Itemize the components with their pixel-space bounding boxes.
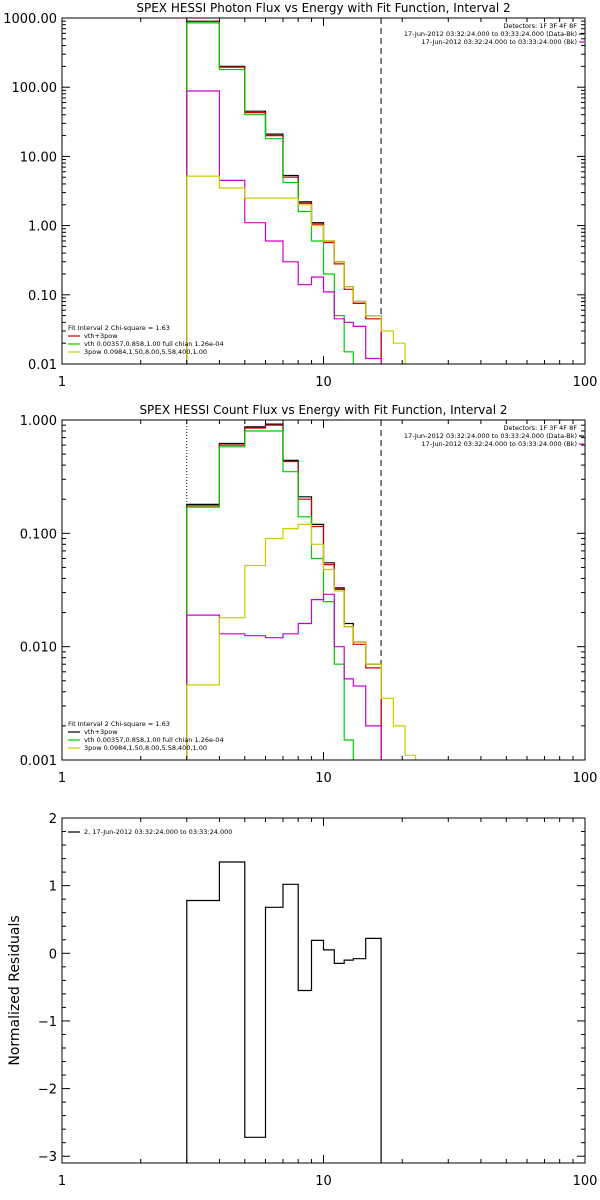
chart-0-series-0-line xyxy=(186,20,382,364)
chart-0-y-tick-label: 1000.00 xyxy=(3,12,57,27)
chart-0-legend-entry: vth+3pow xyxy=(84,332,118,340)
chart-1-y-tick-label: 0.100 xyxy=(20,527,57,542)
chart-0-title: SPEX HESSI Photon Flux vs Energy with Fi… xyxy=(136,1,510,15)
chart-1-y-tick-label: 0.001 xyxy=(20,754,57,769)
chart-2-x-tick-label: 1 xyxy=(58,1174,66,1189)
chart-1-legend-entry: vth+3pow xyxy=(84,728,118,736)
chart-2-y-tick-label: 1 xyxy=(49,880,57,895)
chart-0-y-tick-label: 100.00 xyxy=(12,81,58,96)
chart-0-series-4-line xyxy=(186,175,406,364)
chart-2-y-tick-label: 2 xyxy=(49,812,57,827)
chart-0-series-2-line xyxy=(186,22,354,364)
chart-0-legend-entry: 3pow 0.0984,1.50,8.00,5.58,400,1.00 xyxy=(84,348,207,356)
chart-1-legend-entry: vth 0.00357,0.858,1.00 full chian 1.26e-… xyxy=(84,736,224,744)
chart-0-series-1-line xyxy=(186,20,382,364)
chart-1-y-tick-label: 1.000 xyxy=(20,414,57,429)
chart-0-plot-frame xyxy=(61,17,586,365)
chart-1-legend-entry: Fit Interval 2 Chi-square = 1.63 xyxy=(68,720,170,728)
chart-0-y-tick-label: 0.01 xyxy=(28,358,57,373)
chart-2-y-axis-label: Normalized Residuals xyxy=(7,915,23,1065)
chart-0-y-tick-label: 10.00 xyxy=(20,150,57,165)
chart-1-x-tick-label: 100 xyxy=(573,771,598,786)
chart-1-series-2-line xyxy=(186,430,354,760)
chart-2-x-tick-label: 10 xyxy=(315,1174,332,1189)
chart-1-info-line: 17-Jun-2012 03:32:24.000 to 03:33:24.000… xyxy=(404,432,577,440)
chart-0-legend-entry: vth 0.00357,0.858,1.00 full chian 1.26e-… xyxy=(84,340,224,348)
chart-0-x-tick-label: 10 xyxy=(315,375,332,390)
chart-2-x-tick-label: 100 xyxy=(573,1174,598,1189)
chart-1-x-tick-label: 1 xyxy=(58,771,66,786)
chart-0-y-tick-label: 1.00 xyxy=(28,220,57,235)
chart-1-series-1-line xyxy=(186,424,382,760)
chart-0-x-tick-label: 1 xyxy=(58,375,66,390)
chart-2-y-tick-label: −3 xyxy=(38,1150,57,1165)
chart-2-legend-entry: 2, 17-Jun-2012 03:32:24.000 to 03:33:24.… xyxy=(84,828,232,836)
chart-2-y-tick-label: −1 xyxy=(38,1015,57,1030)
chart-1-title: SPEX HESSI Count Flux vs Energy with Fit… xyxy=(139,403,507,417)
chart-2-y-tick-label: 0 xyxy=(49,947,57,962)
chart-0-series-3-line xyxy=(186,90,382,364)
chart-1-series-3-line xyxy=(186,593,382,760)
chart-1-series-0-line xyxy=(186,423,382,760)
chart-0-info-line: 17-Jun-2012 03:32:24.000 to 03:33:24.000… xyxy=(422,38,577,46)
chart-2-y-tick-label: −2 xyxy=(38,1083,57,1098)
chart-0-x-tick-label: 100 xyxy=(573,375,598,390)
chart-1-info-line: Detectors: 1F 3F 4F 8F xyxy=(503,424,577,432)
chart-0-y-tick-label: 0.10 xyxy=(28,289,57,304)
chart-1-series-4-line xyxy=(186,523,417,760)
chart-2-series-0-line xyxy=(186,861,382,1163)
chart-1-info-line: 17-Jun-2012 03:32:24.000 to 03:33:24.000… xyxy=(422,440,577,448)
chart-1-y-tick-label: 0.010 xyxy=(20,641,57,656)
chart-0-info-line: Detectors: 1F 3F 4F 8F xyxy=(503,22,577,30)
chart-0-legend-entry: Fit Interval 2 Chi-square = 1.63 xyxy=(68,324,170,332)
chart-1-x-tick-label: 10 xyxy=(315,771,332,786)
chart-1-legend-entry: 3pow 0.0984,1.50,8.00,5.58,400,1.00 xyxy=(84,744,207,752)
chart-0-info-line: 17-Jun-2012 03:32:24.000 to 03:33:24.000… xyxy=(404,30,577,38)
chart-2-plot-frame xyxy=(61,817,586,1164)
